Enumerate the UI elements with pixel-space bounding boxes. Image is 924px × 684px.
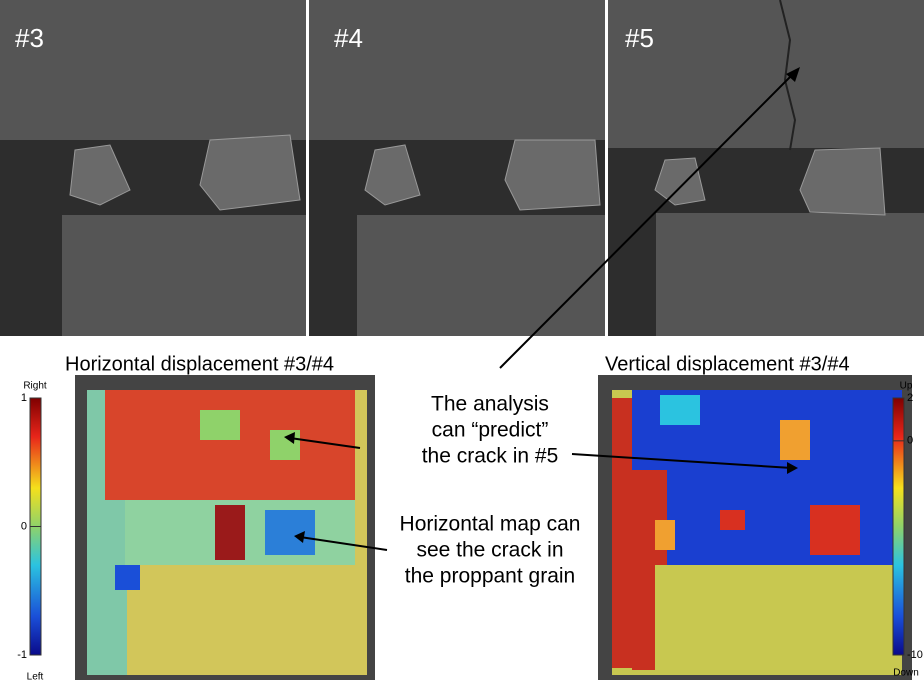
annotation-line: Horizontal map can: [400, 513, 581, 536]
panel-label: #3: [15, 23, 44, 53]
colorbar-tick-label: -10: [907, 649, 923, 661]
colorbar: [893, 398, 904, 655]
vertical-map: [612, 390, 902, 675]
colorbar-bottom-label: Left: [27, 672, 44, 683]
colorbar-tick-label: 2: [907, 392, 913, 404]
annotation-line: the crack in #5: [422, 445, 559, 468]
annotation-line: see the crack in: [416, 539, 563, 562]
colorbar-bottom-label: Down: [893, 668, 919, 679]
horizontal-map: [87, 390, 367, 675]
annotation-line: the proppant grain: [405, 565, 575, 588]
ct-panels: [0, 0, 924, 336]
annotation-line: The analysis: [431, 393, 549, 416]
colorbar-tick-label: -1: [17, 649, 27, 661]
figure: #3 #4 #5 Horizontal displacement #3/#4 1 0 -1 R…: [0, 0, 924, 684]
panel-label: #5: [625, 23, 654, 53]
colorbar-top-label: Right: [23, 381, 47, 392]
map-title: Vertical displacement #3/#4: [605, 353, 850, 375]
colorbar-tick-label: 0: [21, 520, 27, 532]
panel-label: #4: [334, 23, 363, 53]
annotation-line: can “predict”: [432, 419, 549, 442]
colorbar-tick-label: 1: [21, 392, 27, 404]
colorbar-tick-label: 0: [907, 435, 913, 447]
colorbar-top-label: Up: [900, 381, 913, 392]
map-title: Horizontal displacement #3/#4: [65, 353, 334, 375]
